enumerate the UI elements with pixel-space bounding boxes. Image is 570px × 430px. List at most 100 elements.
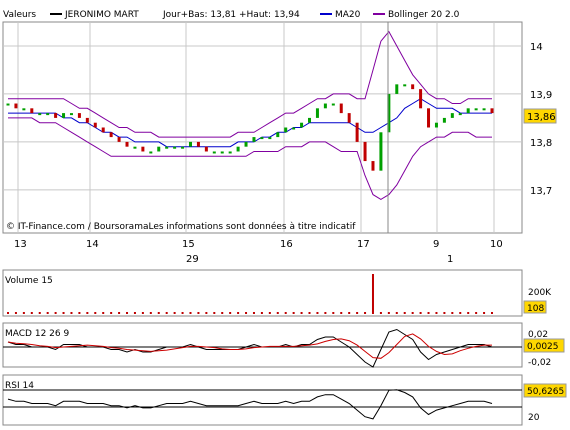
candle [482,108,486,111]
candle [14,103,18,109]
macd-signal-line [7,333,492,359]
volume-bar [292,312,295,314]
volume-bar [126,312,129,314]
volume-bar [403,312,406,314]
volume-bar [102,312,105,314]
candle [490,108,494,114]
candle [6,103,10,106]
x-tick-label: 16 [280,239,293,250]
x-tick-label: 15 [182,239,195,250]
volume-panel [2,269,523,317]
volume-bar [427,312,430,314]
volume-bar [237,312,240,314]
candle [268,137,272,140]
candle [466,108,470,114]
volume-bar [181,312,184,314]
x-tick-label: 17 [357,239,370,250]
volume-bar [276,312,279,314]
volume-bar [14,312,17,314]
candle [54,113,58,118]
candle [434,122,438,128]
volume-bar [316,312,319,314]
candle [347,113,351,123]
candle [173,146,177,149]
macd-last-text: 0,0025 [527,342,559,352]
volume-bar [157,312,160,314]
price-axis: 14 13,9 13,8 13,7 [530,42,552,197]
candles [6,84,494,171]
candle [30,108,34,114]
volume-bars [7,274,493,314]
volume-bar [387,312,390,314]
volume-bar [491,312,493,314]
volume-bar [379,312,382,314]
candle [228,151,232,154]
bollinger-upper [8,30,492,138]
candle [371,161,375,171]
volume-bar [364,312,367,314]
volume-bar [411,312,414,314]
candle [292,127,296,130]
volume-last-text: 108 [527,304,544,314]
candle [387,93,391,133]
price-tick-label: 14 [530,42,543,53]
candle [46,113,50,116]
macd-tick-bottom: -0,02 [528,358,551,368]
candle [315,108,319,118]
rsi-panel [2,374,523,426]
candle [260,137,264,140]
volume-bar [30,312,33,314]
price-panel [2,21,523,234]
candle [411,84,415,90]
candle [355,122,359,142]
candle [125,141,129,147]
candle [427,108,431,128]
candle [276,132,280,138]
candle [458,113,462,116]
volume-bar [252,312,255,314]
candle [323,103,327,109]
price-tick-label: 13,7 [530,186,552,197]
macd-panel [2,322,523,368]
candle [236,146,240,152]
x-axis: 13 14 15 16 17 9 10 29 1 [14,239,503,265]
volume-bar [260,312,263,314]
rsi-last-label [523,383,567,398]
candle [331,103,335,106]
volume-bar [459,312,462,314]
volume-bar [189,312,192,314]
volume-bar [173,312,176,314]
volume-bar [62,312,65,314]
candle [157,146,161,152]
volume-bar [229,312,232,314]
ma20-line [8,98,492,148]
volume-bar [332,312,335,314]
volume-bar [356,312,359,314]
volume-bar [118,312,121,314]
volume-bar [22,312,25,314]
x-month-label: 29 [186,254,199,265]
volume-bar [7,312,9,314]
volume-bar [70,312,73,314]
candle [117,137,121,142]
candle [165,146,169,149]
candle [442,117,446,123]
candle [244,141,248,147]
ma-legend-label: MA20 [335,10,361,20]
candle [379,132,383,171]
candle [93,122,97,128]
volume-bar [419,312,422,314]
macd-title: MACD 12 26 9 [5,329,69,339]
volume-bar [324,312,327,314]
macd-last-label [523,338,565,353]
volume-bar [348,312,351,314]
bollinger-lower [8,117,492,200]
candle [308,117,312,123]
candle [22,108,26,111]
candle [252,137,256,142]
candle [220,151,224,154]
candle [474,108,478,111]
x-tick-label: 10 [490,239,503,250]
instrument-name: JERONIMO MART [64,10,139,20]
